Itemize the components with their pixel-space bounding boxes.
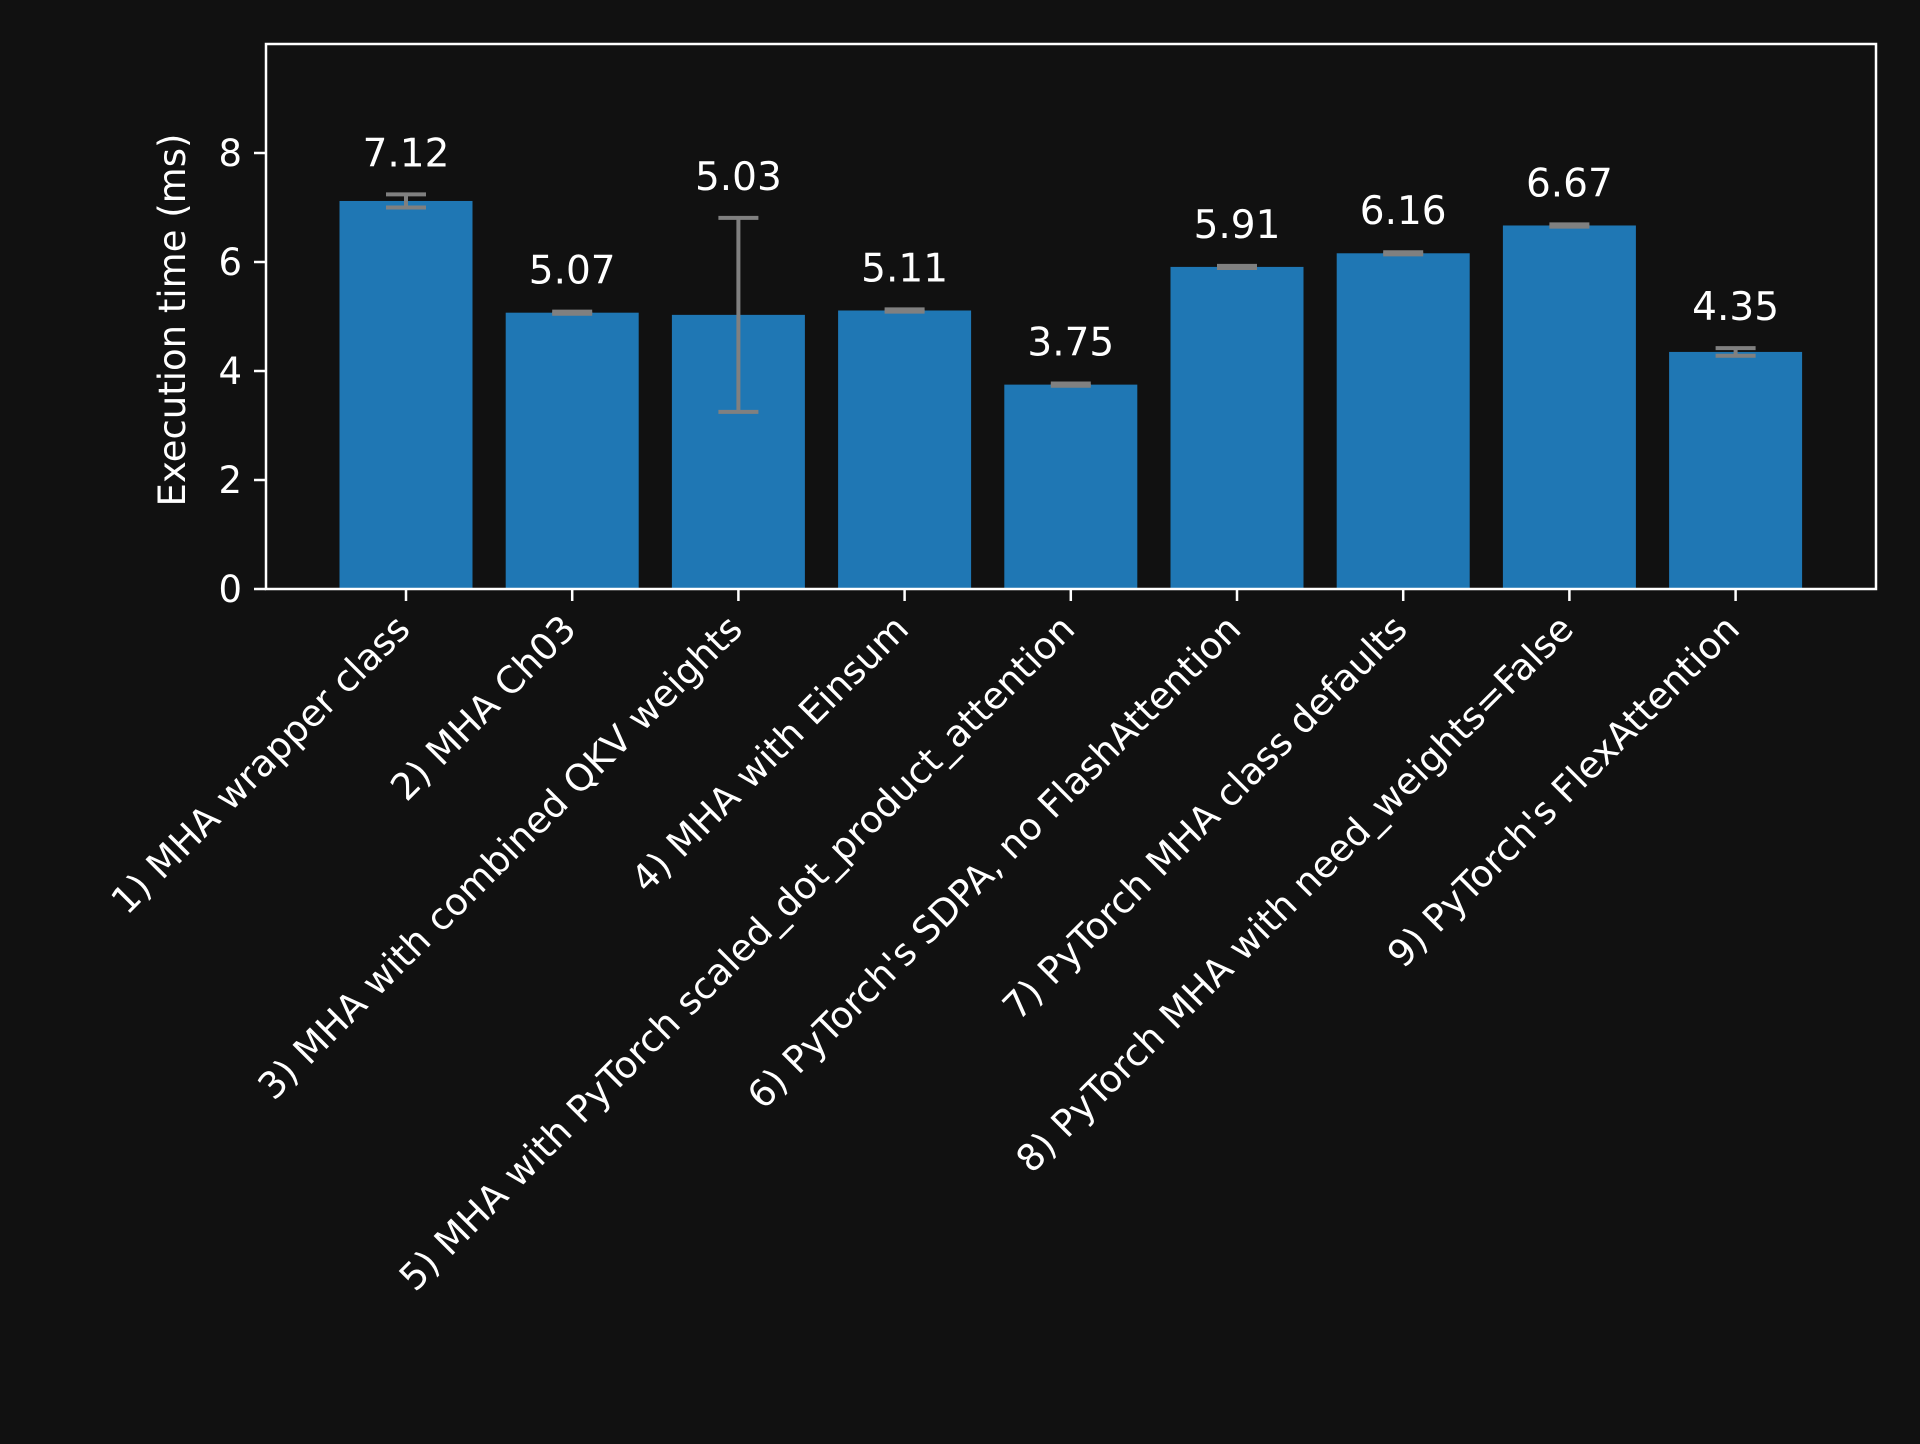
y-ticks-layer: 0 2 4 6 8: [218, 132, 266, 611]
error-bar-5: [1050, 381, 1091, 388]
bar-5: [1004, 384, 1138, 589]
bar-4: [838, 310, 972, 589]
category-label-9: 9) PyTorch's FlexAttention: [1379, 607, 1748, 976]
bar-6: [1170, 266, 1304, 589]
y-tick-label: 2: [218, 459, 242, 502]
error-bar-4: [884, 307, 925, 314]
value-label-3: 5.03: [695, 155, 782, 200]
y-tick-label: 0: [218, 568, 242, 611]
y-tick-2: 2: [218, 459, 266, 502]
y-tick-0: 0: [218, 568, 266, 611]
category-label-8: 8) PyTorch MHA with need_weights=False: [1008, 607, 1582, 1181]
value-label-1: 7.12: [363, 131, 450, 176]
y-tick-8: 8: [218, 132, 266, 175]
error-bar-3: [718, 215, 759, 414]
bar-1: [339, 200, 473, 589]
bars-layer: [339, 200, 1803, 590]
bar-7: [1336, 253, 1470, 589]
value-label-2: 5.07: [529, 249, 616, 294]
error-bar-7: [1383, 250, 1424, 257]
y-tick-label: 4: [218, 350, 242, 393]
value-label-4: 5.11: [861, 246, 948, 291]
bar-2: [505, 312, 639, 589]
value-label-9: 4.35: [1692, 285, 1779, 330]
value-labels-layer: 7.12 5.07 5.03 5.11 3.75 5.91 6.16 6.67 4.35: [363, 131, 1779, 365]
error-bar-8: [1549, 222, 1590, 229]
value-label-6: 5.91: [1194, 203, 1281, 248]
y-tick-6: 6: [218, 241, 266, 284]
error-bar-1: [386, 192, 426, 210]
bar-8: [1502, 225, 1636, 590]
x-tick-1: 1) MHA wrapper class: [103, 589, 419, 923]
error-bar-9: [1715, 346, 1756, 358]
bar-9: [1669, 351, 1803, 589]
x-tick-4: 4) MHA with Einsum: [623, 589, 917, 901]
y-tick-label: 6: [218, 241, 242, 284]
y-tick-label: 8: [218, 132, 242, 175]
error-bars-layer: [386, 192, 1756, 414]
value-label-5: 3.75: [1027, 321, 1114, 366]
value-label-7: 6.16: [1360, 189, 1447, 234]
category-label-1: 1) MHA wrapper class: [103, 607, 419, 923]
value-label-8: 6.67: [1526, 161, 1613, 206]
category-label-4: 4) MHA with Einsum: [623, 607, 917, 901]
y-tick-4: 4: [218, 350, 266, 393]
y-axis-title: Execution time (ms): [151, 134, 194, 507]
error-bar-2: [552, 309, 593, 316]
error-bar-6: [1217, 263, 1257, 270]
